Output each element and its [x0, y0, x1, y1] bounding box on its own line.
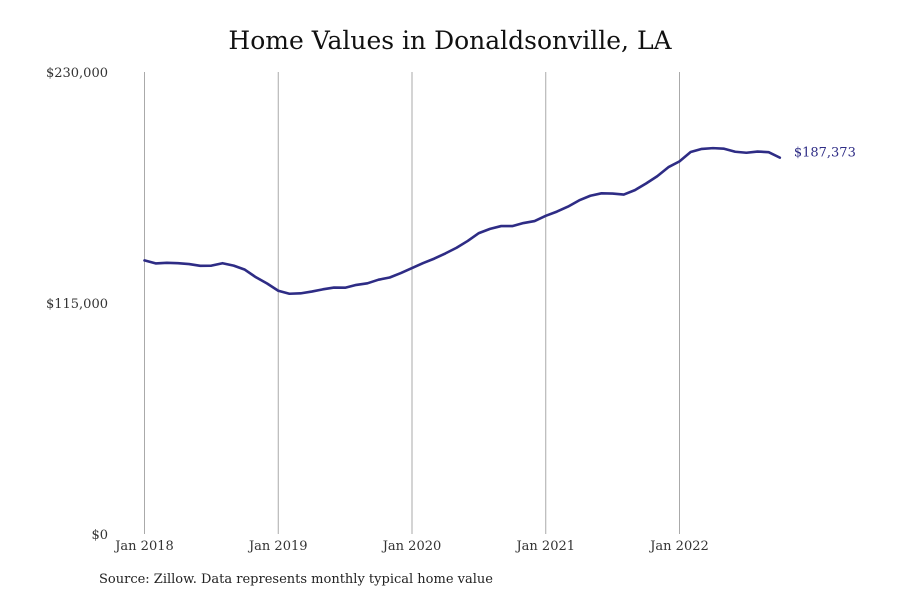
series-line-0: [143, 146, 782, 296]
y-axis-ticks: $230,000 $115,000 $0: [46, 66, 108, 543]
x-tick-label-3: Jan 2021: [514, 539, 575, 554]
y-tick-label-0: $230,000: [46, 66, 108, 81]
x-tick-label-1: Jan 2019: [247, 539, 308, 554]
gridlines: [144, 72, 680, 534]
y-tick-label-2: $0: [91, 528, 108, 543]
series-end-label-0: $187,373: [794, 146, 856, 161]
x-axis-ticks: Jan 2018 Jan 2019 Jan 2020 Jan 2021 Jan 2022: [113, 539, 709, 554]
chart-title: Home Values in Donaldsonville, LA: [228, 26, 672, 55]
y-tick-label-1: $115,000: [46, 297, 108, 312]
x-tick-label-0: Jan 2018: [113, 539, 174, 554]
series-layer: $187,373: [143, 146, 856, 296]
x-tick-label-4: Jan 2022: [648, 539, 709, 554]
source-note: Source: Zillow. Data represents monthly …: [99, 572, 493, 587]
x-tick-label-2: Jan 2020: [381, 539, 442, 554]
